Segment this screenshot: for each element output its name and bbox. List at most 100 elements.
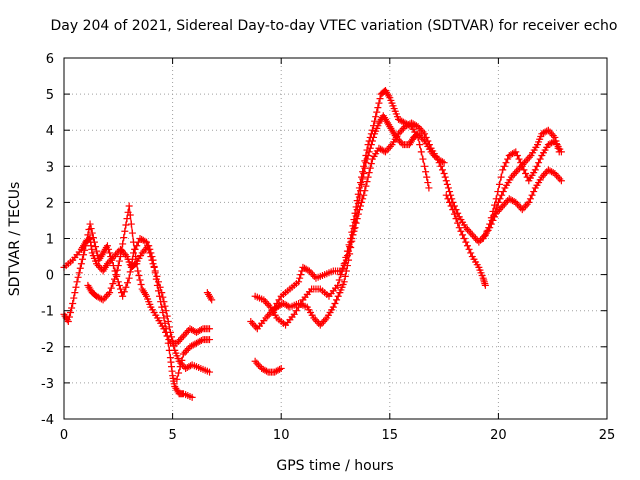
data-point: [88, 229, 96, 237]
data-point: [162, 328, 170, 336]
data-point: [292, 307, 300, 315]
data-point: [161, 302, 169, 310]
data-point: [513, 151, 521, 159]
data-point: [425, 141, 433, 149]
data-point: [438, 166, 446, 174]
data-point: [435, 159, 443, 167]
data-point: [131, 245, 139, 253]
data-point: [489, 207, 497, 215]
data-point: [351, 224, 359, 232]
data-point: [356, 179, 364, 187]
data-point: [148, 256, 156, 264]
y-tick-label: 2: [46, 196, 54, 211]
data-point: [197, 326, 205, 334]
series-track-i: [442, 191, 489, 289]
data-point: [69, 299, 77, 307]
data-point: [153, 272, 161, 280]
data-point: [150, 263, 158, 271]
data-point: [127, 262, 135, 270]
data-point: [342, 256, 350, 264]
data-point: [156, 283, 164, 291]
y-tick-label: 6: [46, 52, 54, 67]
data-point: [444, 195, 452, 203]
data-point: [449, 206, 457, 214]
y-tick-label: 0: [46, 269, 54, 284]
data-point: [467, 249, 475, 257]
data-point: [351, 209, 359, 217]
y-tick-label: 1: [46, 233, 54, 248]
data-point: [136, 276, 144, 284]
data-point: [173, 375, 181, 383]
data-point: [359, 195, 367, 203]
data-point: [535, 159, 543, 167]
data-point: [130, 249, 138, 257]
data-point: [457, 227, 465, 235]
data-point: [337, 271, 345, 279]
data-point: [125, 202, 133, 210]
data-point: [354, 190, 362, 198]
data-point: [273, 299, 281, 307]
data-point: [376, 95, 384, 103]
data-point: [481, 281, 489, 289]
data-point: [414, 133, 422, 141]
data-point: [65, 313, 73, 321]
data-point: [116, 253, 124, 261]
data-point: [143, 238, 151, 246]
series-track-l: [251, 357, 285, 376]
data-point: [91, 243, 99, 251]
data-point: [465, 245, 473, 253]
data-point: [533, 162, 541, 170]
data-point: [137, 281, 145, 289]
data-point: [106, 289, 114, 297]
data-point: [163, 312, 171, 320]
data-point: [119, 240, 127, 248]
data-point: [520, 166, 528, 174]
data-point: [105, 245, 113, 253]
axis-ticks: [63, 57, 608, 420]
data-point: [364, 141, 372, 149]
series-track-g: [251, 86, 433, 329]
data-point: [345, 247, 353, 255]
data-point: [107, 284, 115, 292]
data-point: [164, 318, 172, 326]
data-point: [460, 235, 468, 242]
data-point: [487, 214, 495, 222]
data-point: [450, 210, 458, 218]
data-point: [425, 184, 433, 192]
data-point: [72, 283, 80, 291]
data-point: [103, 242, 111, 250]
data-point: [363, 178, 371, 186]
data-point: [329, 303, 337, 311]
data-point: [362, 151, 370, 159]
data-point: [176, 363, 184, 371]
data-point: [73, 278, 81, 286]
data-point: [354, 210, 362, 218]
y-tick-label: -3: [41, 377, 54, 392]
data-point: [359, 168, 367, 176]
data-point: [175, 369, 183, 377]
data-point: [83, 236, 91, 244]
data-point: [497, 173, 505, 181]
data-point: [494, 188, 502, 196]
y-tick-label: -1: [41, 305, 54, 320]
data-point: [495, 180, 503, 188]
data-point: [349, 231, 357, 239]
data-point: [107, 253, 115, 261]
data-point: [371, 117, 379, 125]
data-point: [106, 249, 114, 257]
data-point: [515, 155, 523, 163]
data-point: [362, 182, 370, 190]
series-track-d: [173, 336, 214, 383]
x-tick-label: 5: [168, 428, 176, 443]
y-tick-label: 4: [46, 124, 54, 139]
series-track-j: [479, 166, 565, 242]
data-point: [67, 309, 75, 317]
data-point: [75, 269, 83, 277]
data-point: [446, 198, 454, 206]
data-point: [128, 229, 136, 237]
data-point: [121, 227, 129, 235]
data-point: [71, 289, 79, 297]
data-point: [163, 332, 171, 340]
data-point: [422, 133, 430, 141]
